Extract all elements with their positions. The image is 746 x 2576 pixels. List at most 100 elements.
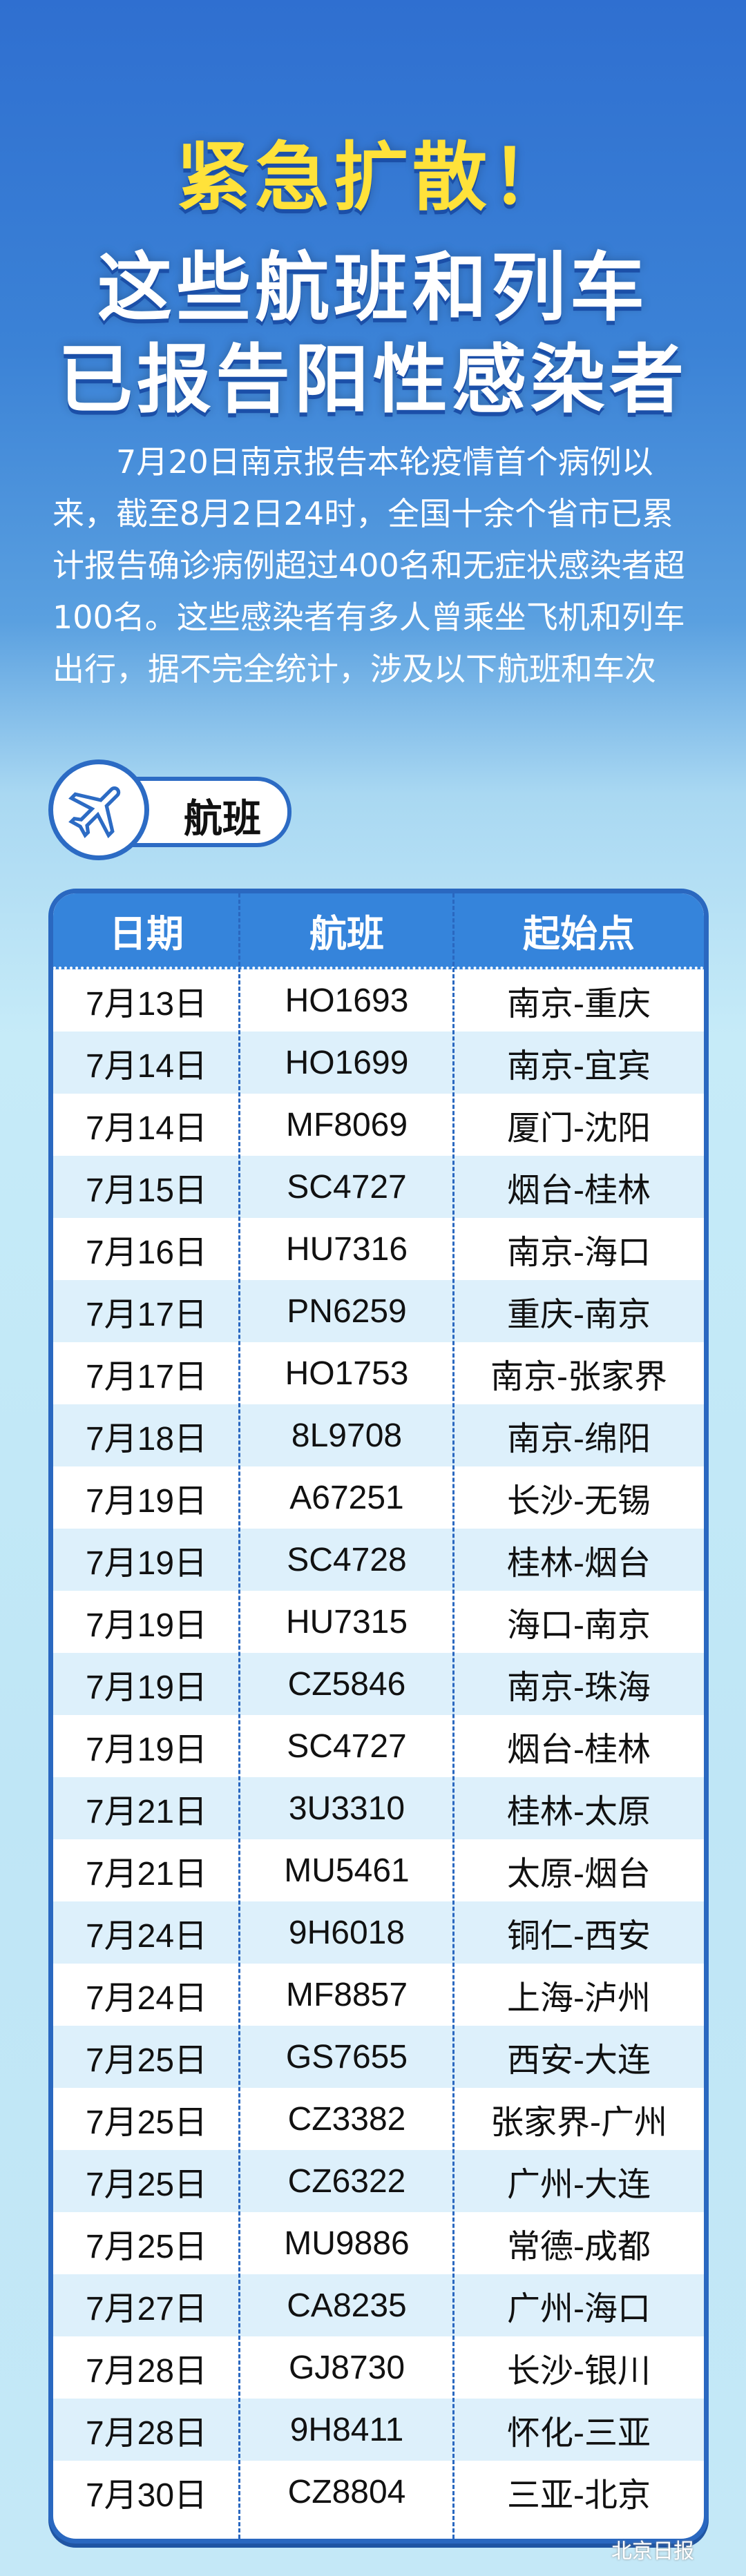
cell-date: 7月19日 <box>85 1607 208 1644</box>
cell-route: 广州-海口 <box>507 2291 651 2327</box>
watermark: 北京日报 <box>611 2539 694 2564</box>
cell-route: 海口-南京 <box>507 1607 651 1644</box>
cell-date: 7月24日 <box>85 1918 208 1955</box>
cell-flight: HO1699 <box>285 1044 409 1081</box>
cell-flight: GS7655 <box>285 2038 408 2075</box>
intro-paragraph: 7月20日南京报告本轮疫情首个病例以来，截至8月2日24时，全国十余个省市已累计… <box>52 443 685 688</box>
table-row: 7月13日 HO1693 南京-重庆 <box>53 969 704 1032</box>
table-body: 7月13日 HO1693 南京-重庆 7月14日 HO1699 南京-宜宾 7月14日 MF8… <box>53 969 704 2523</box>
headline-line2: 这些航班和列车 <box>97 245 649 331</box>
table-row: 7月30日 CZ8804 三亚-北京 <box>53 2461 704 2523</box>
cell-date: 7月30日 <box>85 2477 208 2514</box>
cell-route: 长沙-无锡 <box>507 1483 651 1520</box>
cell-flight: MU9886 <box>284 2225 410 2262</box>
table-row: 7月15日 SC4727 烟台-桂林 <box>53 1156 704 1218</box>
cell-flight: CZ6322 <box>287 2162 406 2200</box>
cell-date: 7月19日 <box>85 1483 208 1520</box>
cell-route: 南京-重庆 <box>507 986 651 1023</box>
cell-flight: CA8235 <box>287 2287 407 2324</box>
cell-date: 7月19日 <box>85 1545 208 1582</box>
cell-flight: PN6259 <box>287 1292 407 1330</box>
cell-route: 南京-宜宾 <box>507 1048 651 1085</box>
cell-route: 南京-绵阳 <box>507 1421 651 1458</box>
column-divider <box>452 893 455 2539</box>
cell-flight: SC4727 <box>287 1168 407 1205</box>
cell-date: 7月21日 <box>85 1794 208 1830</box>
table-row: 7月19日 SC4727 烟台-桂林 <box>53 1715 704 1777</box>
table-row: 7月19日 HU7315 海口-南京 <box>53 1591 704 1653</box>
header-flight: 航班 <box>309 911 384 956</box>
section-label: 航班 <box>184 797 261 842</box>
cell-date: 7月17日 <box>85 1359 208 1395</box>
table-row: 7月21日 MU5461 太原-烟台 <box>53 1839 704 1901</box>
section-badge-flights: 航班 <box>48 759 311 863</box>
cell-date: 7月25日 <box>85 2167 208 2203</box>
cell-flight: HO1693 <box>285 982 409 1019</box>
table-row: 7月25日 CZ3382 张家界-广州 <box>53 2088 704 2150</box>
table-row: 7月19日 CZ5846 南京-珠海 <box>53 1653 704 1715</box>
table-row: 7月19日 A67251 长沙-无锡 <box>53 1466 704 1529</box>
cell-route: 烟台-桂林 <box>507 1732 651 1768</box>
cell-date: 7月28日 <box>85 2415 208 2452</box>
cell-date: 7月15日 <box>85 1172 208 1209</box>
cell-flight: HU7315 <box>285 1603 408 1640</box>
table-row: 7月19日 SC4728 桂林-烟台 <box>53 1529 704 1591</box>
cell-flight: MF8857 <box>285 1976 408 2013</box>
airplane-icon <box>48 759 149 860</box>
headline-line3: 已报告阳性感染者 <box>57 337 688 423</box>
cell-date: 7月27日 <box>85 2291 208 2327</box>
table-row: 7月27日 CA8235 广州-海口 <box>53 2274 704 2336</box>
cell-flight: GJ8730 <box>288 2349 405 2386</box>
cell-flight: A67251 <box>289 1479 404 1516</box>
headline-urgent: 紧急扩散！ <box>175 135 570 221</box>
cell-date: 7月21日 <box>85 1856 208 1892</box>
cell-date: 7月14日 <box>85 1048 208 1085</box>
cell-flight: SC4728 <box>287 1541 407 1578</box>
cell-flight: HU7316 <box>285 1230 408 1268</box>
table-row: 7月25日 GS7655 西安-大连 <box>53 2026 704 2088</box>
table-row: 7月21日 3U3310 桂林-太原 <box>53 1777 704 1839</box>
table-row: 7月25日 CZ6322 广州-大连 <box>53 2150 704 2212</box>
table-header: 日期 航班 起始点 <box>53 893 704 969</box>
cell-route: 桂林-太原 <box>507 1794 651 1830</box>
header-date: 日期 <box>109 911 184 956</box>
table-row: 7月14日 HO1699 南京-宜宾 <box>53 1032 704 1094</box>
cell-flight: MF8069 <box>285 1106 408 1143</box>
cell-route: 常德-成都 <box>507 2229 651 2265</box>
cell-route: 重庆-南京 <box>507 1297 651 1333</box>
cell-date: 7月24日 <box>85 1980 208 2017</box>
cell-route: 广州-大连 <box>507 2167 651 2203</box>
cell-flight: 9H8411 <box>289 2411 404 2448</box>
cell-route: 厦门-沈阳 <box>507 1110 651 1147</box>
cell-route: 三亚-北京 <box>507 2477 651 2514</box>
column-divider <box>238 893 240 2539</box>
cell-route: 南京-张家界 <box>490 1359 667 1395</box>
table-row: 7月16日 HU7316 南京-海口 <box>53 1218 704 1280</box>
cell-date: 7月13日 <box>85 986 208 1023</box>
cell-date: 7月25日 <box>85 2042 208 2079</box>
table-row: 7月17日 PN6259 重庆-南京 <box>53 1280 704 1342</box>
cell-flight: CZ8804 <box>287 2473 406 2510</box>
cell-date: 7月17日 <box>85 1297 208 1333</box>
table-row: 7月24日 MF8857 上海-泸州 <box>53 1964 704 2026</box>
cell-flight: 3U3310 <box>288 1790 405 1827</box>
cell-flight: HO1753 <box>285 1355 409 1392</box>
cell-route: 西安-大连 <box>507 2042 651 2079</box>
cell-date: 7月16日 <box>85 1234 208 1271</box>
header-route: 起始点 <box>523 911 635 956</box>
cell-route: 张家界-广州 <box>490 2104 667 2141</box>
cell-route: 铜仁-西安 <box>507 1918 651 1955</box>
cell-flight: SC4727 <box>287 1727 407 1765</box>
table-row: 7月24日 9H6018 铜仁-西安 <box>53 1901 704 1964</box>
cell-date: 7月28日 <box>85 2353 208 2390</box>
cell-flight: MU5461 <box>284 1852 410 1889</box>
table-row: 7月28日 9H8411 怀化-三亚 <box>53 2399 704 2461</box>
cell-route: 烟台-桂林 <box>507 1172 651 1209</box>
cell-route: 怀化-三亚 <box>507 2415 651 2452</box>
cell-date: 7月14日 <box>85 1110 208 1147</box>
cell-date: 7月19日 <box>85 1669 208 1706</box>
cell-flight: CZ3382 <box>287 2100 406 2138</box>
cell-route: 长沙-银川 <box>507 2353 651 2390</box>
cell-route: 南京-海口 <box>507 1234 651 1271</box>
cell-date: 7月25日 <box>85 2104 208 2141</box>
